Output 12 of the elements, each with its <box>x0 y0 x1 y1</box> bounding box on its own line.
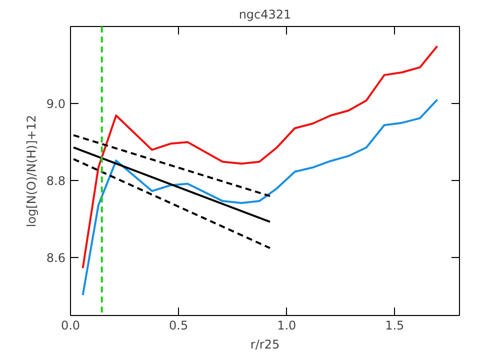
chart-title: ngc4321 <box>238 8 292 22</box>
y-tick-label: 8.8 <box>46 174 66 188</box>
x-tick-label: 0.0 <box>60 318 80 332</box>
x-tick-label: 1.0 <box>277 318 296 332</box>
x-axis-title: r/r25 <box>250 338 280 352</box>
line-series <box>82 45 438 270</box>
y-tick-label: 9.0 <box>46 97 66 112</box>
x-tick-label: 1.5 <box>385 318 404 332</box>
x-tick-label: 0.5 <box>169 318 188 332</box>
y-tick-label: 8.6 <box>46 251 66 266</box>
line-series <box>82 98 438 296</box>
y-axis-title: log[N(O)/N(H)]+12 <box>24 114 38 228</box>
